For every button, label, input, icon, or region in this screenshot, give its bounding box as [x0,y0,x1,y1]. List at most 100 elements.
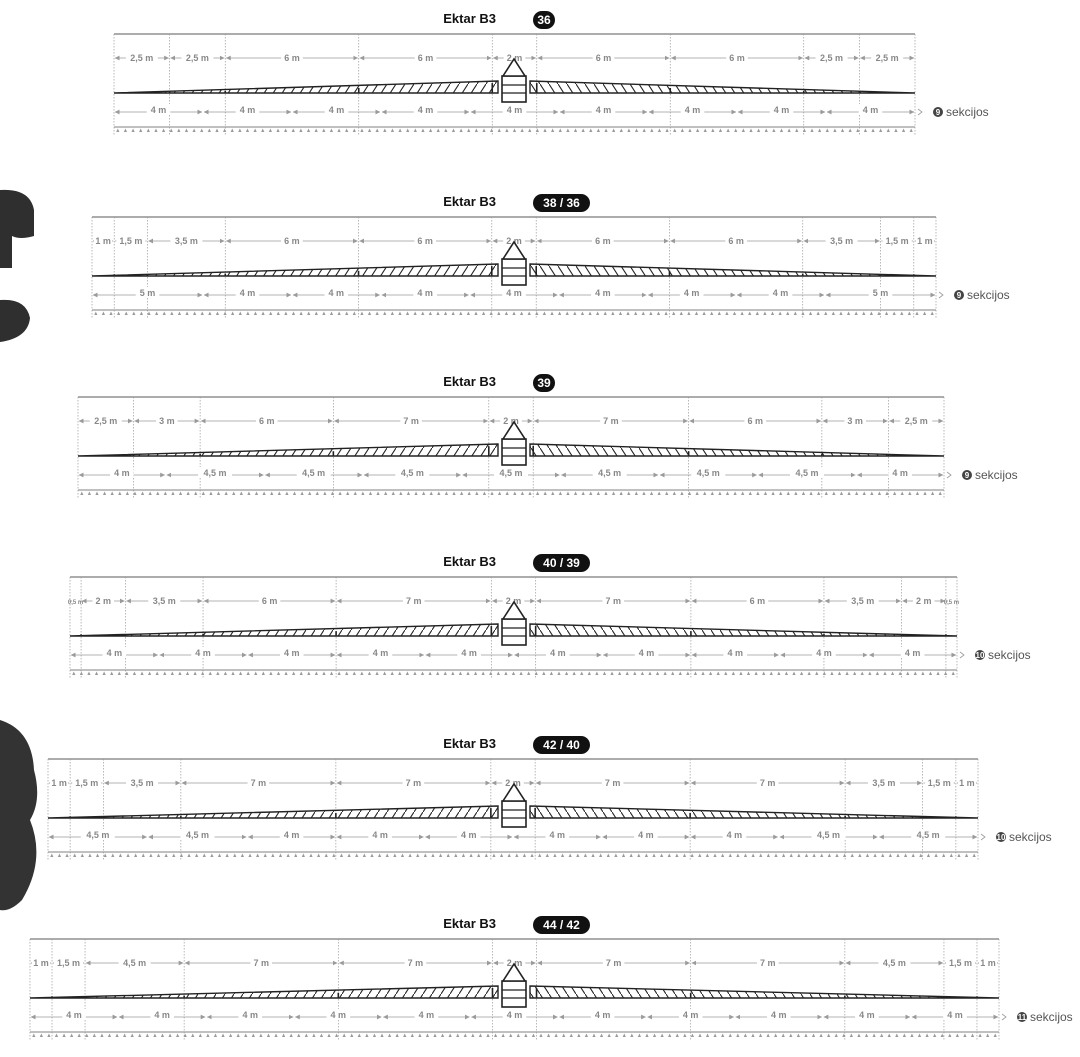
nozzle-markers [32,1033,997,1037]
top-dimension-label: 6 m [728,236,744,246]
top-dimension: 3 m [134,414,200,426]
top-dimension-label: 1,5 m [949,958,972,968]
top-dimension-label: 6 m [259,416,275,426]
sections-number-badge [933,107,943,117]
top-dimension: 7 m [690,776,845,788]
right-boom-wing [529,80,916,94]
top-dimension: 3,5 m [104,776,181,788]
top-dimension-label: 6 m [750,596,766,606]
top-dimension: 2,5 m [78,414,133,426]
top-dimension: 6 m [691,594,824,606]
top-dimension-label: 6 m [418,53,434,63]
top-dimension: 6 m [670,234,803,246]
left-boom-wing [29,985,499,999]
sections-count: 9 sekcijos [946,468,1018,482]
boom-shape [29,962,1000,1008]
section-dimension-label: 4 m [151,105,167,115]
top-dimension: 7 m [537,956,690,968]
sections-label: sekcijos [1030,1010,1073,1024]
boom-shape [113,57,916,103]
top-dimension: 0,5 m [944,594,959,606]
top-dimension: 6 m [225,51,359,63]
section-dimension-label: 4 m [195,648,211,658]
top-dimension: 6 m [689,414,822,426]
model-badge-text: 40 / 39 [543,556,580,570]
top-dimension-label: 7 m [406,778,422,788]
top-dimension-label: 3,5 m [153,596,176,606]
top-dimension: 2,5 m [114,51,169,63]
boom-diagram-1: Ektar B3 36 2,5 m 2,5 m 6 m 6 m 2 m 6 m 6 m 2,5 m… [113,11,989,135]
section-dimension: 4 m [70,647,158,658]
section-dimension-label: 4,5 m [598,468,621,478]
section-dimension-label: 4 m [638,830,654,840]
left-boom-wing [77,443,499,457]
section-dimension-label: 4 m [507,1010,523,1020]
top-dimension: 6 m [200,414,333,426]
top-dimension: 2 m [489,414,533,426]
model-badge [533,194,590,212]
diagram-title-text: Ektar B3 [443,554,496,569]
top-dimension-label: 1 m [959,778,975,788]
model-badge-text: 44 / 42 [543,918,580,932]
sections-number-badge [975,650,985,660]
section-dimension: 5 m [825,287,936,298]
model-badge-text: 42 / 40 [543,738,580,752]
sections-label: sekcijos [967,288,1010,302]
top-dimension: 1 m [977,956,999,968]
sections-count: 10 sekcijos [980,830,1052,844]
diagram-title-text: Ektar B3 [443,736,496,751]
top-dimension-label: 4,5 m [883,958,906,968]
section-dimension: 4 m [648,104,737,115]
section-dimension: 4 m [780,647,868,658]
section-dimension: 4,5 m [48,829,147,840]
diagram-title: Ektar B3 40 / 39 [443,554,590,572]
sections-number: 10 [997,833,1006,842]
section-dimension: 4,5 m [462,467,560,478]
boom-shape [69,600,958,646]
top-dimension: 7 m [339,956,492,968]
section-dimension-label: 4,5 m [204,468,227,478]
section-dimension: 4 m [206,1009,294,1020]
section-dimension: 4 m [647,1009,735,1020]
center-frame [501,618,527,646]
top-dimension: 3,5 m [803,234,880,246]
right-boom-wing [529,443,945,457]
section-dimension: 4 m [513,829,601,840]
top-dimension: 7 m [536,594,691,606]
top-dimension: 1,5 m [923,776,956,788]
top-dimension-label: 7 m [403,416,419,426]
section-dimension-label: 4 m [774,105,790,115]
section-dimension-label: 5 m [140,288,156,298]
top-dimension: 6 m [225,234,358,246]
top-dimension-label: 1 m [917,236,933,246]
top-dimension: 7 m [535,776,690,788]
section-dimension-label: 4 m [816,648,832,658]
center-frame [501,75,527,103]
top-dimension-label: 7 m [605,778,621,788]
sections-count: 11 sekcijos [1001,1010,1073,1024]
boom-diagram-5: Ektar B3 42 / 40 1 m 1,5 m 3,5 m 7 m 7 m 2 m 7 m… [47,736,1052,860]
top-dimension-label: 2 m [96,596,112,606]
top-dimension-label: 7 m [406,596,422,606]
top-dimension-label: 2 m [507,53,523,63]
top-dimension: 6 m [670,51,804,63]
top-dimension-label: 2 m [507,958,523,968]
sections-number-badge [962,470,972,480]
section-dimension-label: 4 m [773,288,789,298]
diagram-title: Ektar B3 36 [443,11,555,29]
section-dimension: 4 m [826,104,915,115]
top-dimension: 4,5 m [85,956,184,968]
top-dimension: 0,5 m [68,594,83,606]
section-dimension-label: 5 m [873,288,889,298]
section-dimension: 4 m [294,1009,382,1020]
top-dimension-label: 7 m [606,958,622,968]
diagram-title-text: Ektar B3 [443,916,496,931]
section-dimension-label: 4,5 m [817,830,840,840]
section-dimension: 4 m [647,287,736,298]
boom-shape [77,420,945,466]
section-dimension-label: 4 m [892,468,908,478]
sections-number-badge [1017,1012,1027,1022]
top-dimension: 1 m [956,776,978,788]
top-dimension: 1 m [92,234,114,246]
